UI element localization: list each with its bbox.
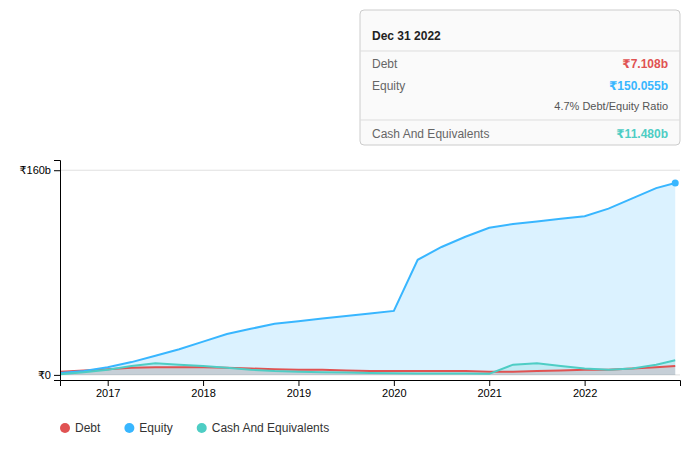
axis-line [54,161,61,381]
tick-mark [298,380,299,386]
axis-line [61,381,681,387]
annotation: ₹11.480b [616,127,668,141]
legend-label: Cash And Equivalents [212,421,329,435]
line [60,360,675,374]
tick: 2022 [573,380,597,399]
legend-swatch [60,423,70,433]
tick-label: ₹160b [20,164,51,176]
annotation: ₹150.055b [609,79,668,93]
tick: 2017 [96,380,120,399]
annotation: Debt [372,57,398,71]
grid-line [60,170,680,171]
tick-label: 2020 [382,387,406,399]
legend-item: Equity [124,421,172,435]
tick-mark [394,380,395,386]
tick-label: 2018 [191,387,215,399]
annotation-divider [360,51,680,52]
tick: 2020 [382,380,406,399]
tick-label: 2017 [96,387,120,399]
tick: ₹160b [20,164,60,176]
tick-mark [489,380,490,386]
tick: ₹0 [38,369,60,381]
tick-mark [585,380,586,386]
chart: 2017 2018 2019 2020 2021 2022 ₹0 ₹160b Dec 31 20… [0,0,700,450]
annotation-box: Dec 31 2022 Debt ₹7.108b Equity ₹150.055b 4.7… [360,10,680,145]
tick-label: 2019 [287,387,311,399]
annotation: ₹7.108b [622,57,668,71]
legend-label: Debt [75,421,101,435]
line [60,183,675,373]
area [60,183,675,375]
tick-label: 2022 [573,387,597,399]
tick: 2019 [287,380,311,399]
tick-label: 2021 [477,387,501,399]
tick-mark [54,375,60,376]
legend-swatch [197,423,207,433]
annotation: Dec 31 2022 [372,29,441,43]
tick-mark [54,170,60,171]
legend: Debt Equity Cash And Equivalents [60,421,329,435]
tick-mark [203,380,204,386]
legend-item: Debt [60,421,101,435]
y-axis: ₹0 ₹160b [20,161,61,381]
annotation-frame [360,10,680,145]
legend-swatch [124,423,134,433]
tick-label: ₹0 [38,369,51,381]
grid [60,170,680,375]
tick: 2018 [191,380,215,399]
annotation: Cash And Equivalents [372,127,489,141]
annotation-divider [360,120,680,121]
tick-mark [108,380,109,386]
plot-area [60,180,679,375]
area [60,360,675,375]
end-point [672,180,679,187]
annotation: Equity [372,79,405,93]
x-axis: 2017 2018 2019 2020 2021 2022 [61,380,681,399]
annotation: 4.7% Debt/Equity Ratio [554,100,668,112]
tick: 2021 [477,380,501,399]
legend-label: Equity [139,421,172,435]
legend-item: Cash And Equivalents [197,421,329,435]
